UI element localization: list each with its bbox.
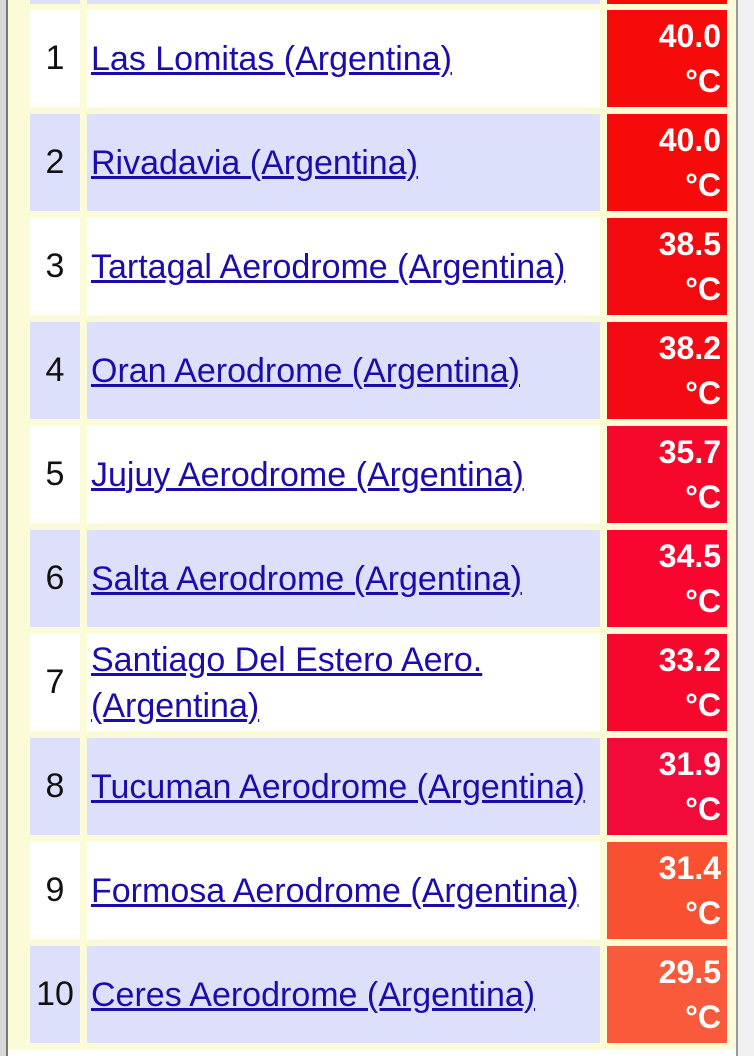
station-link[interactable]: Las Lomitas (Argentina)	[91, 39, 452, 78]
rank-cell: 1	[30, 10, 80, 107]
temperature: 34.5 °C	[658, 537, 721, 619]
temperature: 40.0 °C	[658, 17, 721, 99]
station-cell: Santiago Del Estero Aero. (Argentina)	[87, 634, 600, 731]
station-wrap: Jujuy Aerodrome (Argentina)	[91, 452, 524, 498]
temperature: 33.2 °C	[658, 641, 721, 723]
station-link[interactable]: Tartagal Aerodrome (Argentina)	[91, 247, 566, 286]
temperature: 29.5 °C	[658, 953, 721, 1035]
station-link[interactable]: Tucuman Aerodrome (Argentina)	[91, 767, 585, 806]
station-link[interactable]: Ceres Aerodrome (Argentina)	[91, 975, 536, 1014]
rank-cell: 4	[30, 322, 80, 419]
temperature: 31.4 °C	[658, 849, 721, 931]
temperature-cell: 33.2 °C	[607, 634, 727, 731]
station-link[interactable]: Oran Aerodrome (Argentina)	[91, 351, 520, 390]
temperature: 38.5 °C	[658, 225, 721, 307]
temperature: 38.2 °C	[658, 329, 721, 411]
station-cell: Formosa Aerodrome (Argentina)	[87, 842, 600, 939]
station-wrap: Ceres Aerodrome (Argentina)	[91, 972, 535, 1018]
station-wrap: Salta Aerodrome (Argentina)	[91, 556, 522, 602]
rank-cell: 2	[30, 114, 80, 211]
rank-cell: 6	[30, 530, 80, 627]
partial-cell	[87, 0, 600, 4]
station-cell: Ceres Aerodrome (Argentina)	[87, 946, 600, 1043]
temperature: 40.0 °C	[658, 121, 721, 203]
station-cell: Tucuman Aerodrome (Argentina)	[87, 738, 600, 835]
rank-cell: 3	[30, 218, 80, 315]
rank-cell: 5	[30, 426, 80, 523]
rank-cell: 10	[30, 946, 80, 1043]
station-wrap: Oran Aerodrome (Argentina)	[91, 348, 520, 394]
station-wrap: Tucuman Aerodrome (Argentina)	[91, 764, 585, 810]
rank-cell: 7	[30, 634, 80, 731]
station-cell: Tartagal Aerodrome (Argentina)	[87, 218, 600, 315]
station-cell: Rivadavia (Argentina)	[87, 114, 600, 211]
partial-cell	[30, 0, 80, 4]
rank-cell: 8	[30, 738, 80, 835]
station-cell: Oran Aerodrome (Argentina)	[87, 322, 600, 419]
station-link[interactable]: Formosa Aerodrome (Argentina)	[91, 871, 579, 910]
temperature: 31.9 °C	[658, 745, 721, 827]
temperature-cell: 38.5 °C	[607, 218, 727, 315]
temperature-cell: 35.7 °C	[607, 426, 727, 523]
station-link[interactable]: Jujuy Aerodrome (Argentina)	[91, 455, 524, 494]
station-link[interactable]: Santiago Del Estero Aero. (Argentina)	[91, 640, 483, 725]
station-cell: Las Lomitas (Argentina)	[87, 10, 600, 107]
rank-cell: 9	[30, 842, 80, 939]
table: 1 Las Lomitas (Argentina) 40.0 °C 2 Rivadavi…	[8, 0, 736, 1050]
left-border	[0, 0, 8, 1056]
station-wrap: Rivadavia (Argentina)	[91, 140, 418, 186]
temperature: 35.7 °C	[658, 433, 721, 515]
temperature-cell: 34.5 °C	[607, 530, 727, 627]
partial-cell	[607, 0, 727, 4]
temperature-cell: 38.2 °C	[607, 322, 727, 419]
right-border	[736, 0, 754, 1056]
station-wrap: Santiago Del Estero Aero. (Argentina)	[91, 637, 596, 729]
temperature-cell: 29.5 °C	[607, 946, 727, 1043]
temperature-cell: 40.0 °C	[607, 114, 727, 211]
station-cell: Jujuy Aerodrome (Argentina)	[87, 426, 600, 523]
station-cell: Salta Aerodrome (Argentina)	[87, 530, 600, 627]
station-wrap: Tartagal Aerodrome (Argentina)	[91, 244, 565, 290]
station-link[interactable]: Salta Aerodrome (Argentina)	[91, 559, 522, 598]
temperature-cell: 31.9 °C	[607, 738, 727, 835]
station-link[interactable]: Rivadavia (Argentina)	[91, 143, 418, 182]
temperature-cell: 31.4 °C	[607, 842, 727, 939]
station-wrap: Formosa Aerodrome (Argentina)	[91, 868, 579, 914]
temperature-cell: 40.0 °C	[607, 10, 727, 107]
station-wrap: Las Lomitas (Argentina)	[91, 36, 452, 82]
